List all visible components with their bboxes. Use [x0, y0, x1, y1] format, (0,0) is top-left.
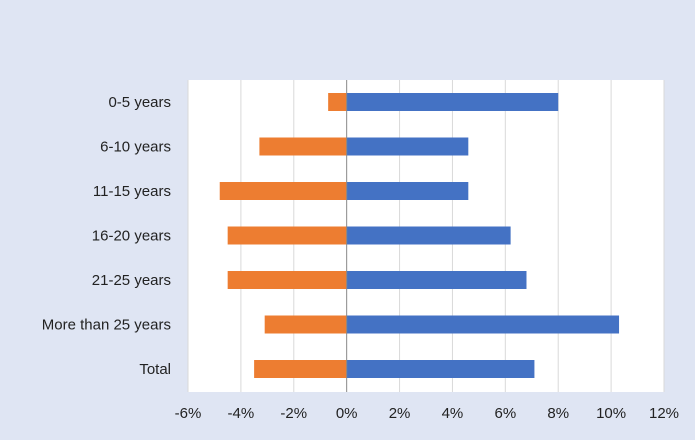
category-label: 11-15 years [93, 183, 171, 200]
x-tick-label: 0% [336, 405, 358, 422]
bar-negative [228, 271, 347, 289]
bar-positive [347, 138, 469, 156]
x-tick-label: 8% [547, 405, 569, 422]
bar-negative [259, 138, 346, 156]
bar-positive [347, 316, 619, 334]
bar-negative [228, 227, 347, 245]
category-label: More than 25 years [42, 317, 171, 334]
x-tick-label: -4% [228, 405, 255, 422]
bar-negative [328, 93, 347, 111]
x-tick-label: 12% [649, 405, 679, 422]
category-label: 0-5 years [108, 94, 171, 111]
x-tick-label: 10% [596, 405, 626, 422]
category-label: 21-25 years [92, 272, 171, 289]
bar-negative [265, 316, 347, 334]
x-tick-label: 2% [389, 405, 411, 422]
bar-negative [220, 182, 347, 200]
category-label: Total [139, 361, 171, 378]
category-label: 6-10 years [100, 139, 171, 156]
bar-positive [347, 93, 559, 111]
x-tick-label: 4% [442, 405, 464, 422]
bar-negative [254, 360, 347, 378]
x-tick-label: -6% [175, 405, 202, 422]
x-tick-label: 6% [494, 405, 516, 422]
category-label: 16-20 years [92, 228, 171, 245]
bar-positive [347, 227, 511, 245]
bar-positive [347, 360, 535, 378]
bar-positive [347, 182, 469, 200]
x-tick-label: -2% [280, 405, 307, 422]
bar-positive [347, 271, 527, 289]
